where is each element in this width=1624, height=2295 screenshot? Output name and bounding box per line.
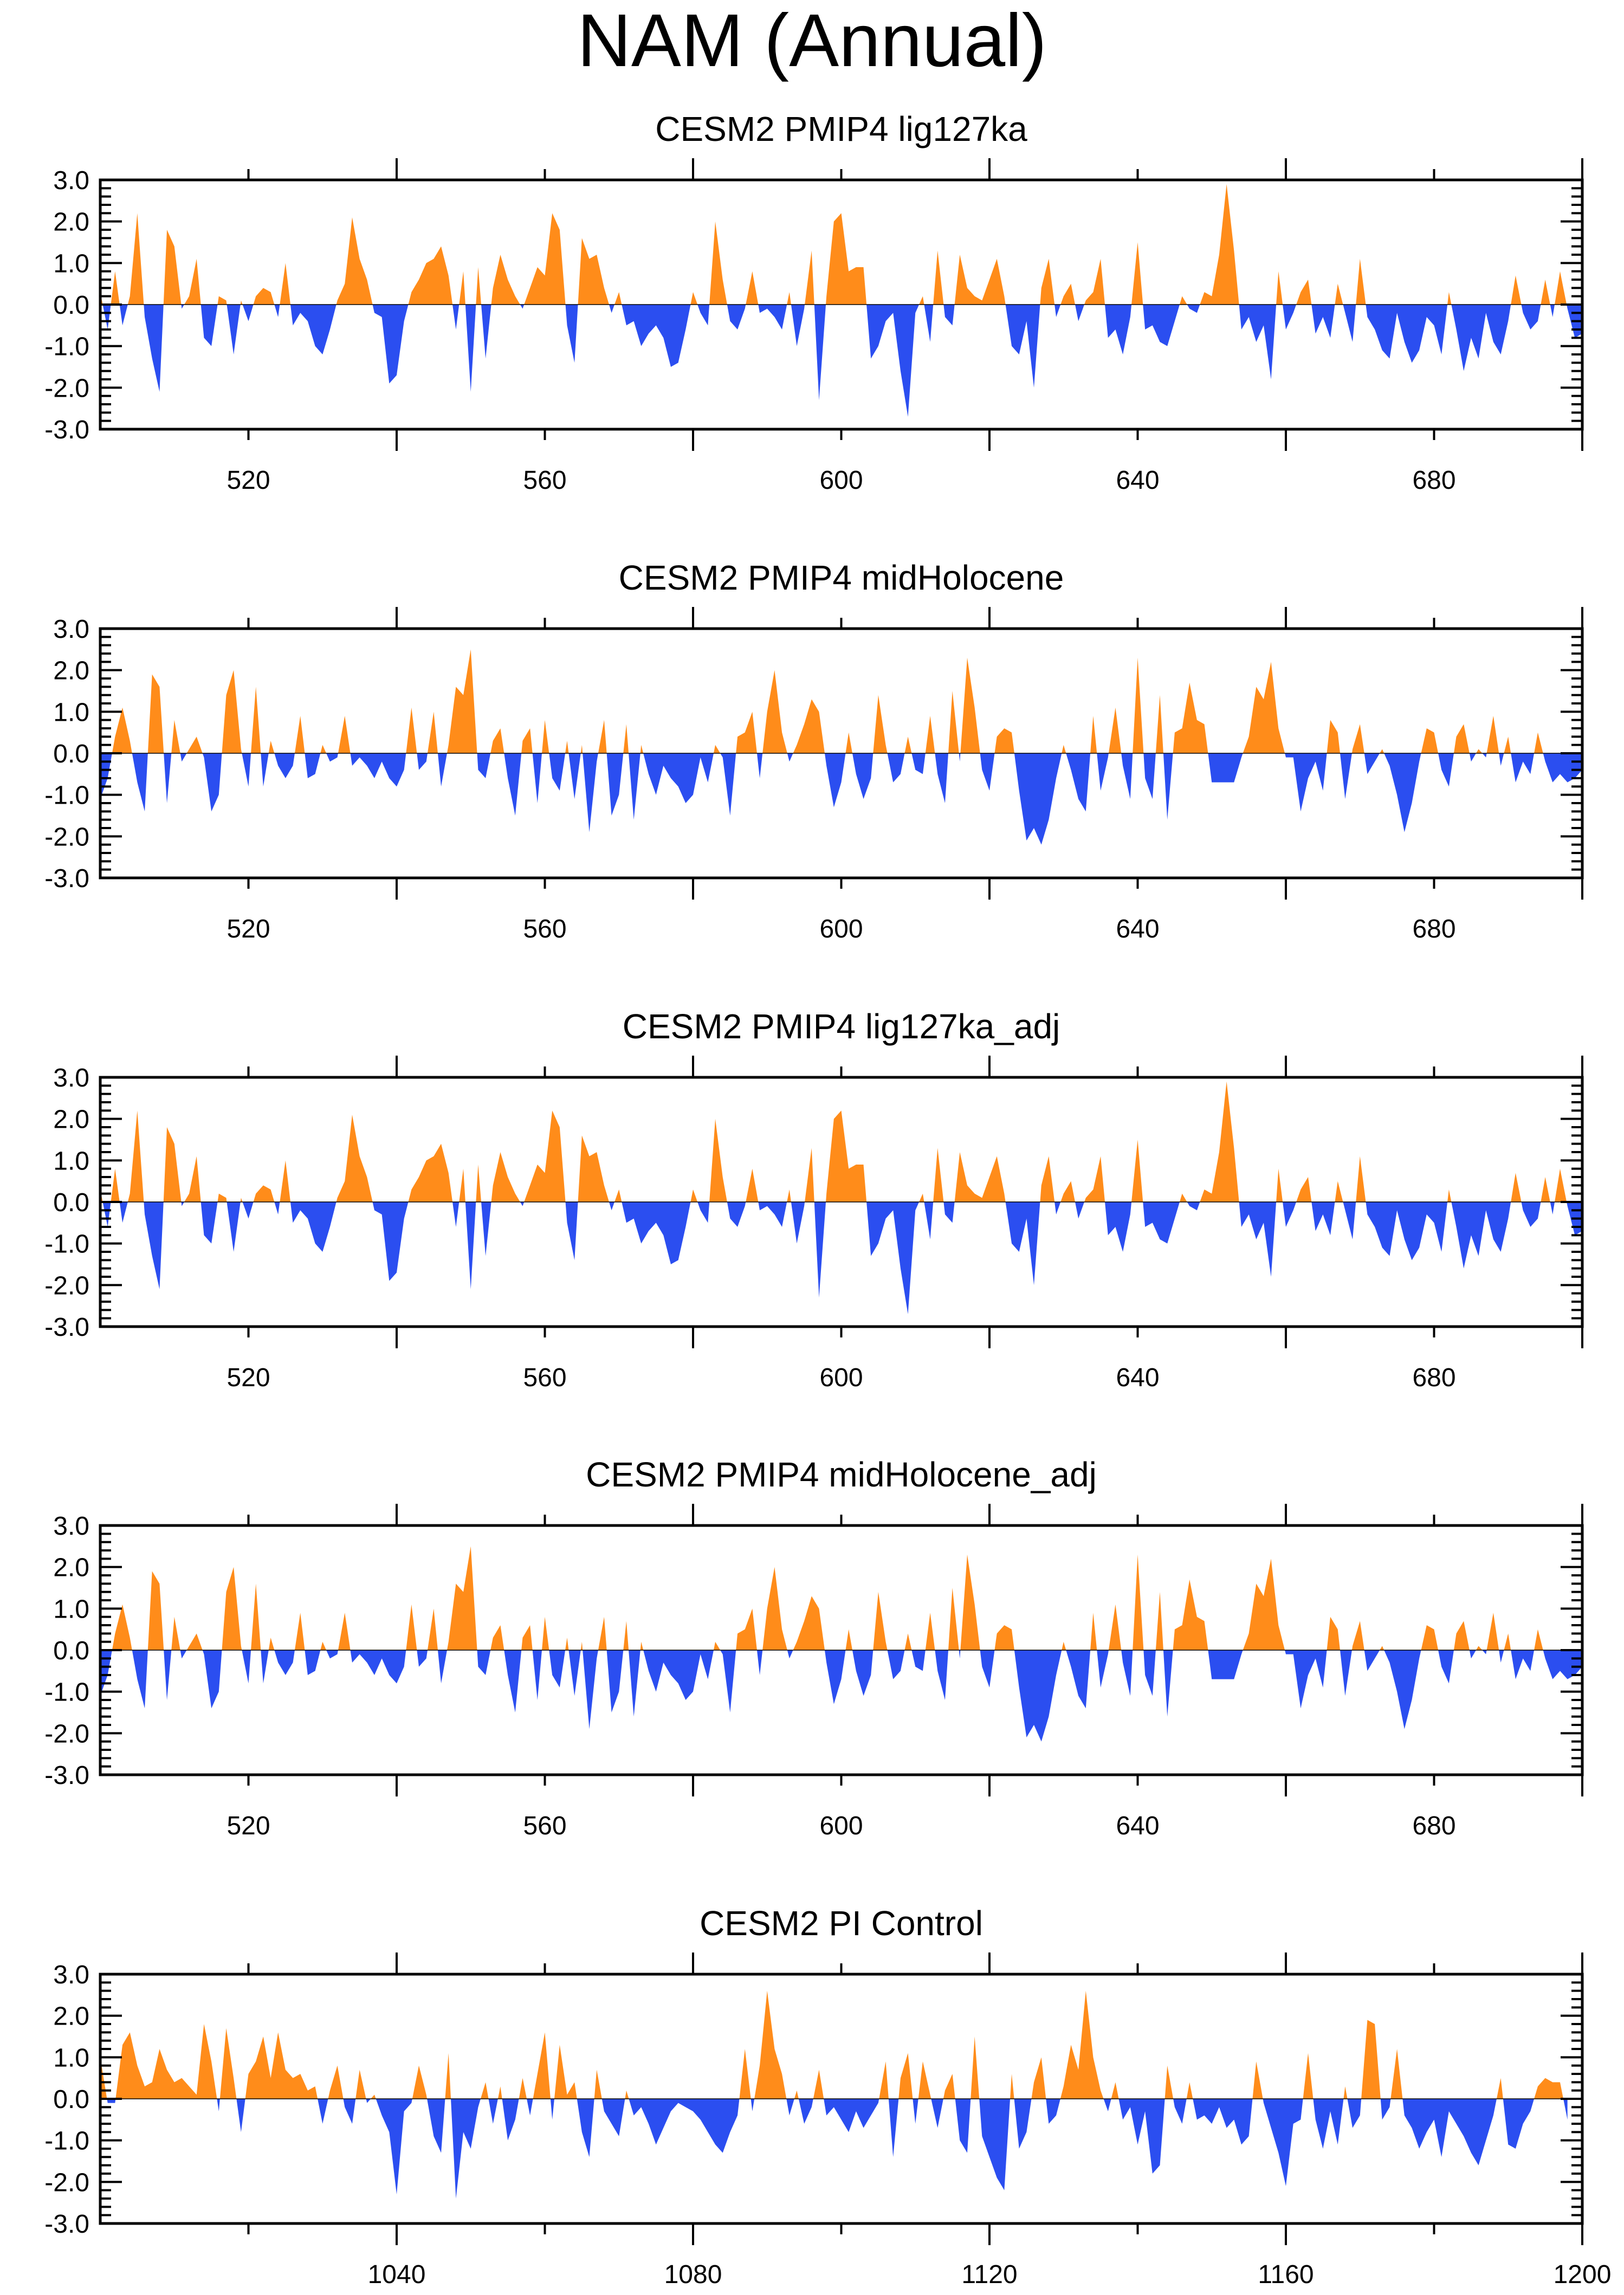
- x-tick-label: 600: [819, 466, 863, 495]
- x-tick-label: 520: [227, 1812, 270, 1840]
- panel-title: CESM2 PMIP4 lig127ka: [655, 109, 1027, 148]
- x-tick-label: 600: [819, 1812, 863, 1840]
- positive-anomaly-area: [100, 1990, 1564, 2099]
- y-tick-label: 2.0: [53, 2002, 89, 2031]
- positive-anomaly-area: [100, 1081, 1567, 1202]
- x-tick-label: 520: [227, 466, 270, 495]
- panel-1: CESM2 PMIP4 lig127ka 3.0 2.0 1.0 0.0 -1.0 -2.0…: [44, 109, 1584, 495]
- y-tick-label: -3.0: [44, 2210, 89, 2239]
- y-tick-label: -3.0: [44, 1761, 89, 1790]
- panel-title: CESM2 PMIP4 lig127ka_adj: [623, 1007, 1060, 1046]
- y-tick-label: -2.0: [44, 1271, 89, 1300]
- x-tick-label: 680: [1412, 466, 1455, 495]
- y-tick-label: -3.0: [44, 416, 89, 444]
- y-tick-label: -1.0: [44, 781, 89, 810]
- panel-2: CESM2 PMIP4 midHolocene 3.0 2.0 1.0 0.0 -1.0 -…: [44, 558, 1584, 943]
- x-tick-label: 560: [523, 1363, 566, 1392]
- x-tick-label: 560: [523, 1812, 566, 1840]
- panel-5: CESM2 PI Control 3.0 2.0 1.0 0.0 -1.0 -2.0 -3.0…: [44, 1904, 1611, 2289]
- x-tick-label: 560: [523, 466, 566, 495]
- panel-title: CESM2 PMIP4 midHolocene: [619, 558, 1064, 597]
- y-tick-label: 0.0: [53, 1637, 89, 1665]
- y-tick-label: 1.0: [53, 698, 89, 727]
- positive-anomaly-area: [112, 649, 1543, 753]
- panel-title: CESM2 PI Control: [700, 1904, 983, 1943]
- y-tick-label: -1.0: [44, 1678, 89, 1707]
- negative-anomaly-area: [102, 305, 1582, 417]
- y-tick-label: 1.0: [53, 1595, 89, 1624]
- y-tick-label: -2.0: [44, 1719, 89, 1748]
- x-tick-label: 640: [1116, 1363, 1159, 1392]
- x-tick-label: 1080: [664, 2260, 722, 2289]
- y-tick-label: 2.0: [53, 1106, 89, 1134]
- y-tick-label: 2.0: [53, 657, 89, 686]
- y-tick-label: 3.0: [53, 1961, 89, 1989]
- y-tick-label: 2.0: [53, 208, 89, 237]
- x-tick-label: 560: [523, 915, 566, 943]
- y-tick-label: -1.0: [44, 2127, 89, 2156]
- x-tick-label: 640: [1116, 466, 1159, 495]
- x-tick-label: 600: [819, 1363, 863, 1392]
- y-tick-label: 3.0: [53, 166, 89, 195]
- y-tick-label: 0.0: [53, 1188, 89, 1217]
- y-tick-label: -2.0: [44, 823, 89, 851]
- panel-title: CESM2 PMIP4 midHolocene_adj: [586, 1455, 1097, 1494]
- y-tick-label: 3.0: [53, 1512, 89, 1541]
- negative-anomaly-area: [100, 753, 1582, 845]
- negative-anomaly-area: [100, 1650, 1582, 1742]
- x-tick-label: 680: [1412, 1812, 1455, 1840]
- x-tick-label: 520: [227, 915, 270, 943]
- positive-anomaly-area: [112, 1546, 1543, 1650]
- y-tick-label: 0.0: [53, 291, 89, 320]
- y-tick-label: 0.0: [53, 2085, 89, 2114]
- x-tick-label: 1200: [1554, 2260, 1612, 2289]
- positive-anomaly-area: [100, 184, 1567, 305]
- x-tick-label: 1040: [368, 2260, 426, 2289]
- y-tick-label: 1.0: [53, 1147, 89, 1175]
- x-tick-label: 600: [819, 915, 863, 943]
- panel-4: CESM2 PMIP4 midHolocene_adj 3.0 2.0 1.0 0.0 -…: [44, 1455, 1584, 1840]
- x-tick-label: 640: [1116, 1812, 1159, 1840]
- y-tick-label: -2.0: [44, 2168, 89, 2197]
- x-tick-label: 640: [1116, 915, 1159, 943]
- panel-3: CESM2 PMIP4 lig127ka_adj 3.0 2.0 1.0 0.0 -1.0…: [44, 1007, 1584, 1392]
- y-tick-label: 0.0: [53, 740, 89, 768]
- y-tick-label: 1.0: [53, 2044, 89, 2072]
- negative-anomaly-area: [102, 1202, 1582, 1314]
- x-tick-label: 1160: [1258, 2260, 1314, 2289]
- y-tick-label: -1.0: [44, 1230, 89, 1259]
- negative-anomaly-area: [107, 2099, 1568, 2199]
- x-tick-label: 680: [1412, 1363, 1455, 1392]
- figure-title: NAM (Annual): [577, 0, 1047, 82]
- x-tick-label: 1120: [961, 2260, 1017, 2289]
- y-tick-label: -3.0: [44, 864, 89, 893]
- y-tick-label: -1.0: [44, 333, 89, 361]
- y-tick-label: 2.0: [53, 1554, 89, 1582]
- y-tick-label: 1.0: [53, 249, 89, 278]
- y-tick-label: -3.0: [44, 1313, 89, 1342]
- x-tick-label: 520: [227, 1363, 270, 1392]
- x-tick-label: 680: [1412, 915, 1455, 943]
- y-tick-label: 3.0: [53, 615, 89, 644]
- y-tick-label: -2.0: [44, 374, 89, 403]
- y-tick-label: 3.0: [53, 1064, 89, 1092]
